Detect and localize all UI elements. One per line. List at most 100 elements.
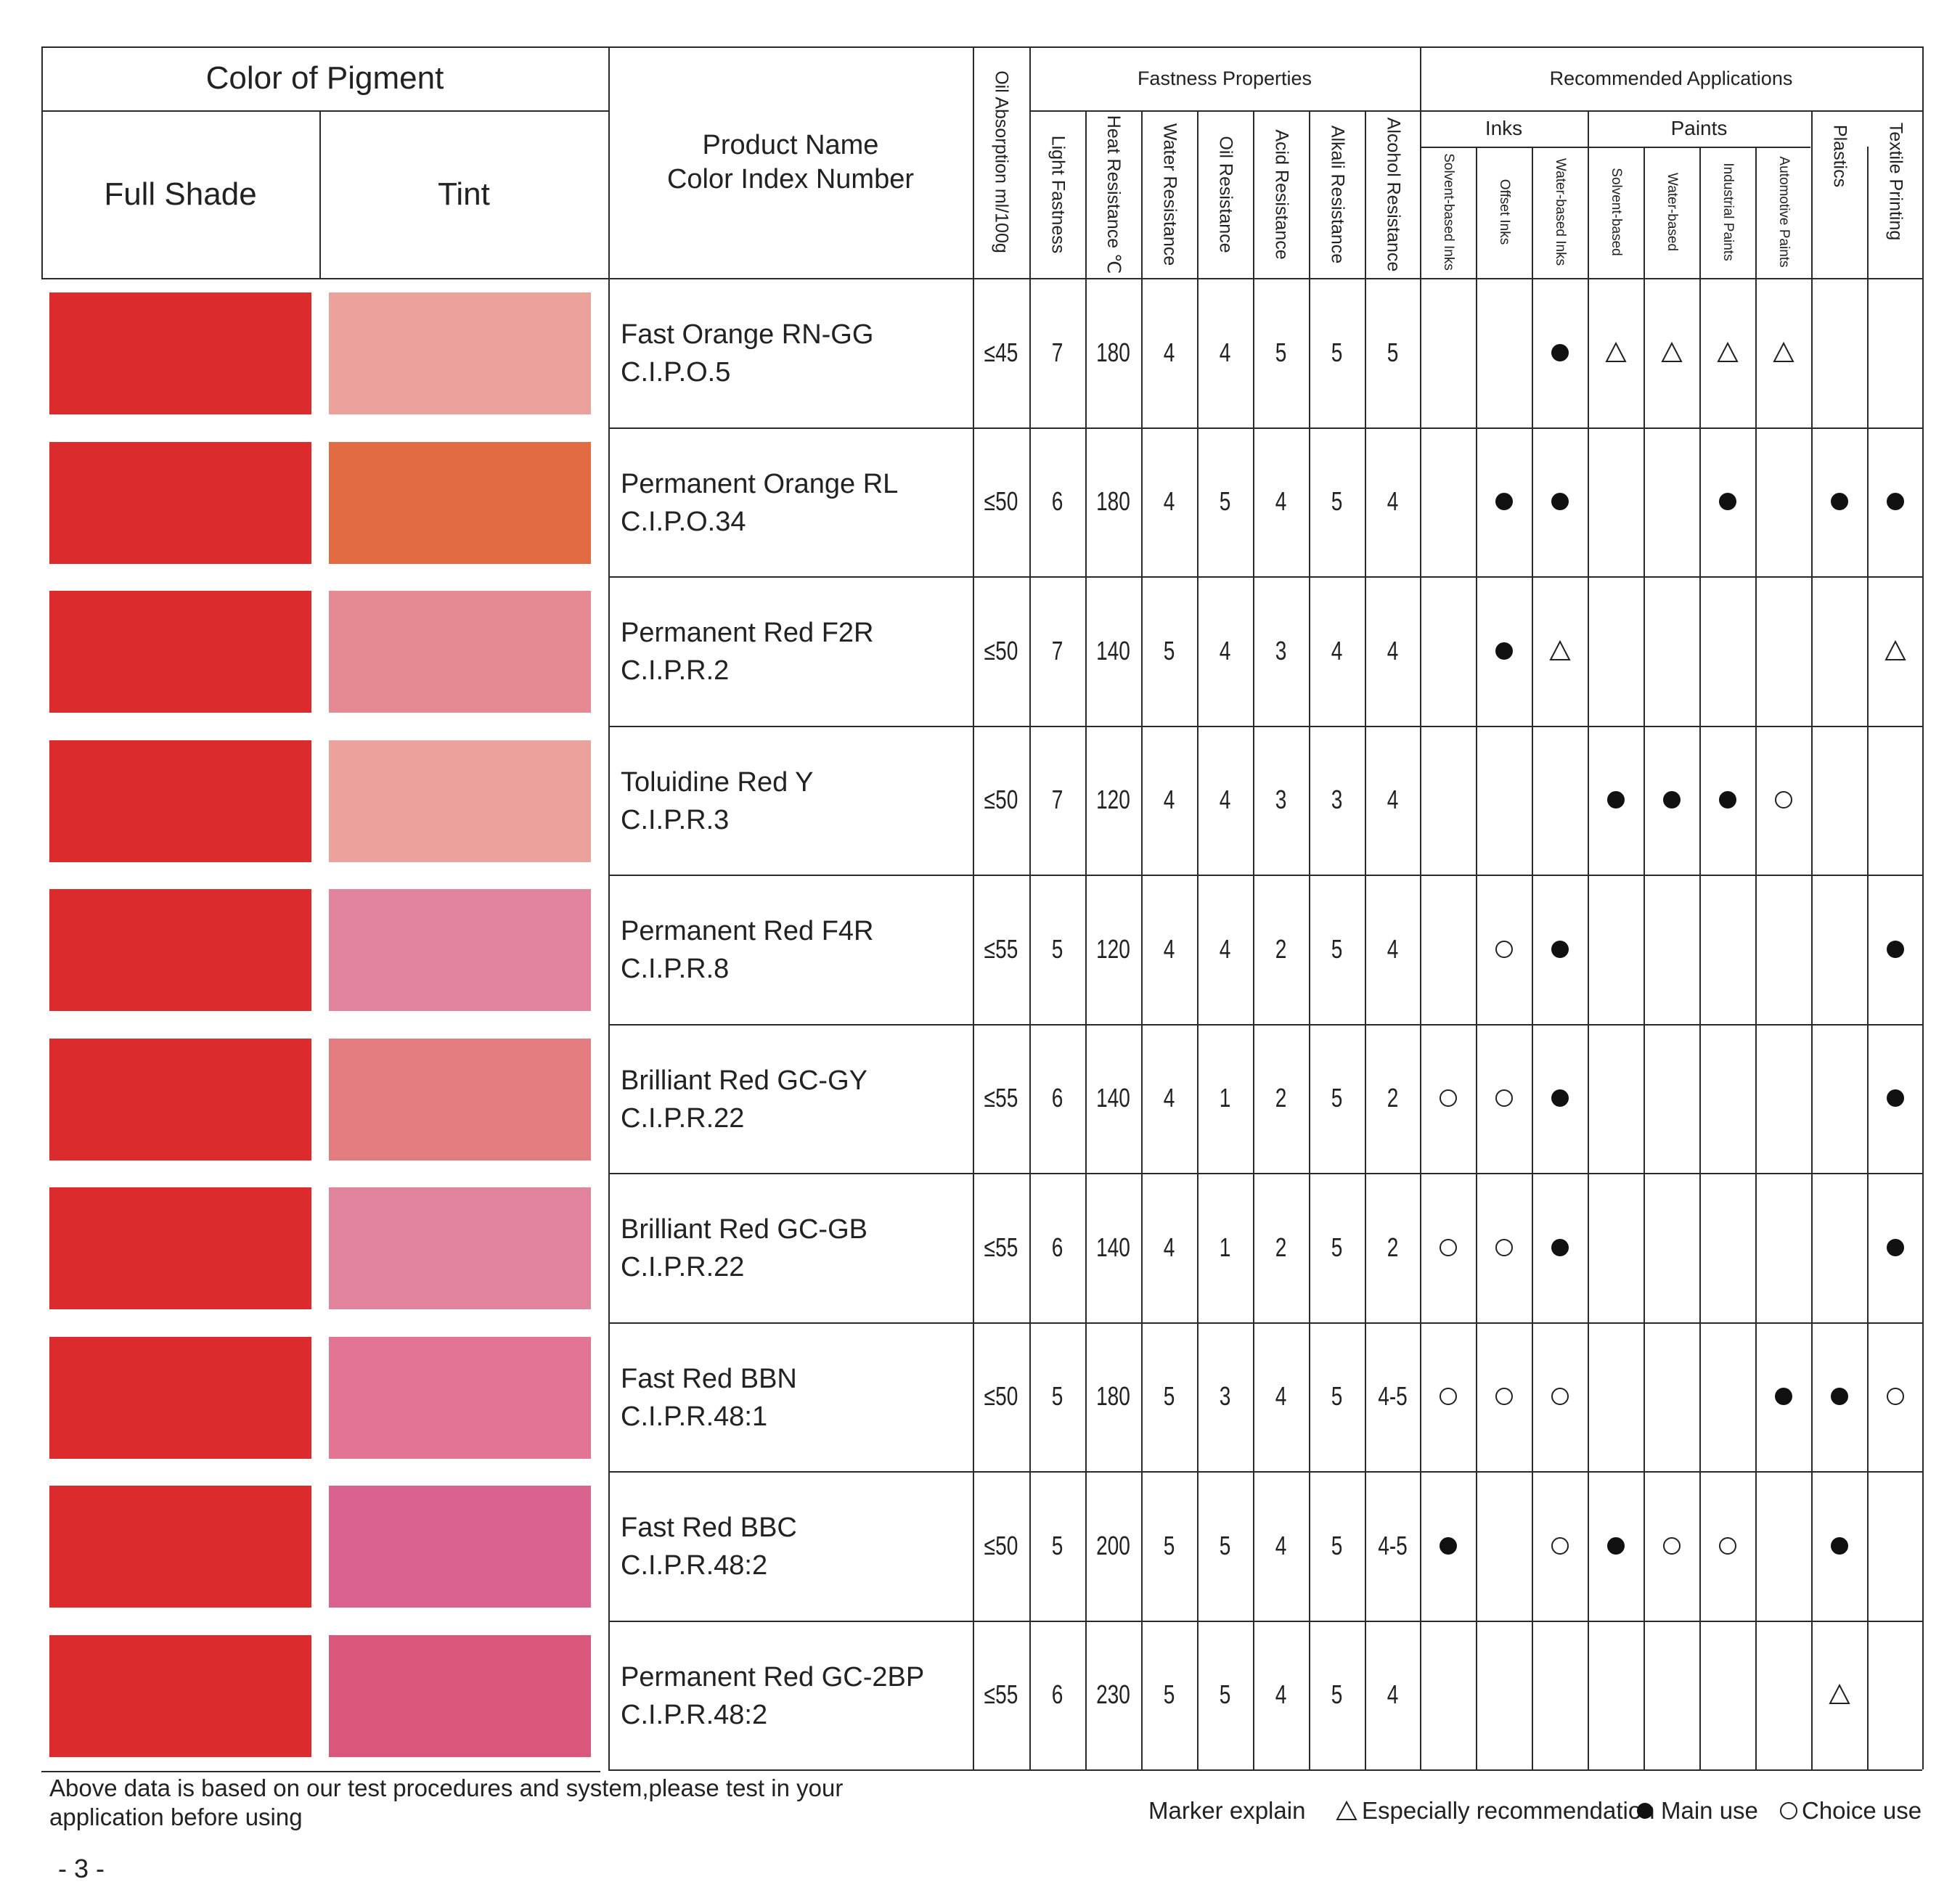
tint-heading: Tint <box>438 176 490 212</box>
product-cell: Fast Red BBC C.I.P.R.48:2 <box>621 1509 797 1584</box>
tint-swatch <box>329 889 591 1011</box>
fastness-value: 5 <box>1387 337 1399 367</box>
fastness-value: 4 <box>1387 785 1399 815</box>
choice-use-icon <box>1532 1471 1588 1621</box>
paints-heading: Paints <box>1670 117 1728 139</box>
product-cell: Permanent Orange RL C.I.P.O.34 <box>621 465 898 541</box>
tint-swatch <box>329 441 591 564</box>
product-name: Fast Red BBC <box>621 1513 797 1543</box>
tint-swatch <box>329 1336 591 1459</box>
application-column-line <box>1643 147 1645 1769</box>
main-use-icon <box>1867 427 1923 577</box>
choice-use-icon <box>1532 1322 1588 1472</box>
main-use-icon <box>1867 875 1923 1024</box>
choice-use-icon <box>1755 726 1811 875</box>
group-header-line <box>1029 110 1922 112</box>
product-cell: Brilliant Red GC-GB C.I.P.R.22 <box>621 1211 867 1286</box>
inks-heading: Inks <box>1485 117 1523 139</box>
product-name: Permanent Red F2R <box>621 618 874 648</box>
legend-choice-label: Choice use <box>1802 1797 1922 1824</box>
tint-swatch <box>329 740 591 862</box>
fastness-value: 5 <box>1219 486 1231 517</box>
fastness-value: 4 <box>1163 337 1175 367</box>
fastness-value: 5 <box>1331 933 1343 964</box>
legend-especially-label: Especially recommendation <box>1362 1797 1655 1824</box>
fastness-value: 4 <box>1163 1083 1175 1113</box>
fastness-value: 3 <box>1219 1381 1231 1412</box>
main-use-icon <box>1420 1471 1476 1621</box>
fastness-value: 5 <box>1163 1679 1175 1710</box>
oil-absorption-value: ≤50 <box>984 785 1018 815</box>
main-use-icon <box>1811 1322 1867 1472</box>
fastness-value: 5 <box>1275 337 1287 367</box>
product-name: Permanent Red GC-2BP <box>621 1661 925 1692</box>
product-cell: Fast Orange RN-GG C.I.P.O.5 <box>621 316 873 391</box>
fastness-value: 5 <box>1331 486 1343 517</box>
product-cell: Toluidine Red Y C.I.P.R.3 <box>621 764 813 839</box>
fastness-value: 5 <box>1051 1381 1063 1412</box>
fastness-column-heading: Alkali Resistance <box>1327 125 1348 264</box>
fastness-value: 1 <box>1219 1232 1231 1262</box>
column-divider-product <box>608 46 610 1769</box>
oil-absorption-value: ≤50 <box>984 635 1018 666</box>
choice-use-icon <box>1476 1322 1532 1472</box>
legend-main: Main use <box>1635 1796 1758 1825</box>
row-line <box>608 1620 1922 1622</box>
color-index-number: C.I.P.R.22 <box>621 1252 745 1282</box>
main-use-icon <box>1811 1471 1867 1621</box>
product-name: Fast Red BBN <box>621 1363 797 1394</box>
fastness-value: 230 <box>1096 1679 1130 1710</box>
fastness-value: 180 <box>1096 337 1130 367</box>
fastness-value: 4 <box>1331 635 1343 666</box>
row-line <box>608 427 1922 429</box>
fastness-column-line <box>1365 110 1366 1769</box>
fastness-value: 4 <box>1387 1679 1399 1710</box>
fastness-value: 6 <box>1051 1679 1063 1710</box>
fastness-column-line <box>1141 110 1143 1769</box>
paint-column-heading: Automotive Paints <box>1776 156 1792 268</box>
fastness-column-heading: Oil Resistance <box>1215 136 1236 253</box>
paint-column-heading: Water-based <box>1665 172 1680 252</box>
oil-absorption-value: ≤55 <box>984 1232 1018 1262</box>
row-line <box>608 1173 1922 1174</box>
color-index-number: C.I.P.O.34 <box>621 506 746 537</box>
row-line <box>608 1023 1922 1026</box>
fastness-properties-heading: Fastness Properties <box>1137 67 1312 89</box>
fastness-value: 180 <box>1096 1381 1130 1412</box>
fastness-value: 5 <box>1219 1679 1231 1710</box>
header-bottom-line <box>41 278 1922 279</box>
textile-printing-heading: Textile Printing <box>1885 122 1906 241</box>
fastness-value: 5 <box>1163 1530 1175 1560</box>
tint-swatch <box>329 1634 591 1757</box>
fastness-value: 5 <box>1051 1530 1063 1560</box>
paint-column-heading: Solvent-based <box>1609 168 1624 256</box>
fastness-column-heading: Acid Resistance <box>1271 129 1292 260</box>
subgroup-header-line <box>1420 147 1810 148</box>
choice-use-icon <box>1420 1173 1476 1322</box>
application-column-line <box>1532 147 1533 1769</box>
full-shade-swatch <box>49 292 311 414</box>
application-column-line <box>1699 147 1701 1769</box>
fastness-value: 200 <box>1096 1530 1130 1560</box>
ink-column-heading: Solvent-based Inks <box>1441 153 1456 271</box>
column-divider-applications <box>1420 46 1421 1769</box>
footer-note: Above data is based on our test procedur… <box>49 1775 844 1830</box>
fastness-value: 3 <box>1331 785 1343 815</box>
full-shade-swatch <box>49 441 311 564</box>
fastness-value: 2 <box>1275 933 1287 964</box>
main-use-icon <box>1532 427 1588 577</box>
fastness-value: 5 <box>1331 337 1343 367</box>
especially-recommended-icon <box>1532 576 1588 726</box>
color-index-number: C.I.P.R.48:1 <box>621 1401 768 1432</box>
application-column-line <box>1588 110 1589 1769</box>
color-index-label: Color Index Number <box>666 163 915 195</box>
fastness-value: 4 <box>1275 1530 1287 1560</box>
fastness-value: 4 <box>1163 785 1175 815</box>
fastness-column-line <box>1197 110 1199 1769</box>
main-use-icon <box>1588 1471 1643 1621</box>
main-use-icon <box>1867 1173 1923 1322</box>
product-cell: Brilliant Red GC-GY C.I.P.R.22 <box>621 1062 867 1137</box>
fastness-value: 6 <box>1051 1083 1063 1113</box>
application-column-line <box>1811 110 1813 1769</box>
